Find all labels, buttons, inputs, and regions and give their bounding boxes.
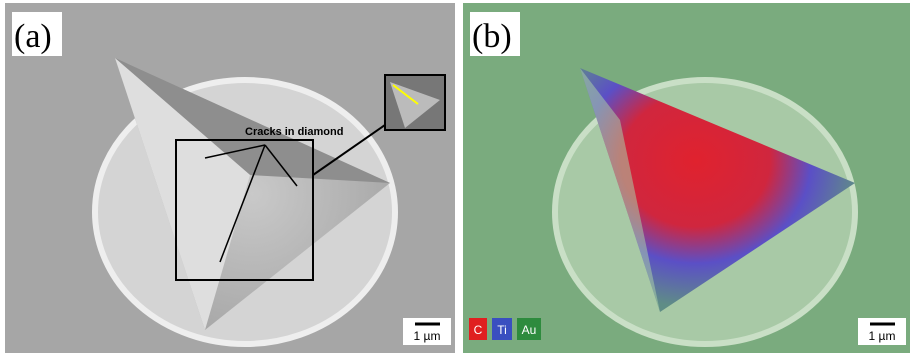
annotation: Cracks in diamond: [245, 126, 343, 138]
legend-label: Ti: [497, 323, 507, 337]
panel-label: (a): [14, 18, 52, 55]
scale-label: 1 µm: [414, 329, 441, 343]
figure: Cracks in diamond (a) 1 µm (b) C Ti Au 1…: [0, 0, 915, 356]
legend-label: Au: [522, 323, 537, 337]
panel-a: Cracks in diamond (a) 1 µm: [5, 3, 455, 353]
legend-label: C: [474, 323, 483, 337]
panel-label: (b): [472, 18, 512, 55]
scale-label: 1 µm: [869, 329, 896, 343]
panel-b: (b) C Ti Au 1 µm: [463, 3, 910, 353]
